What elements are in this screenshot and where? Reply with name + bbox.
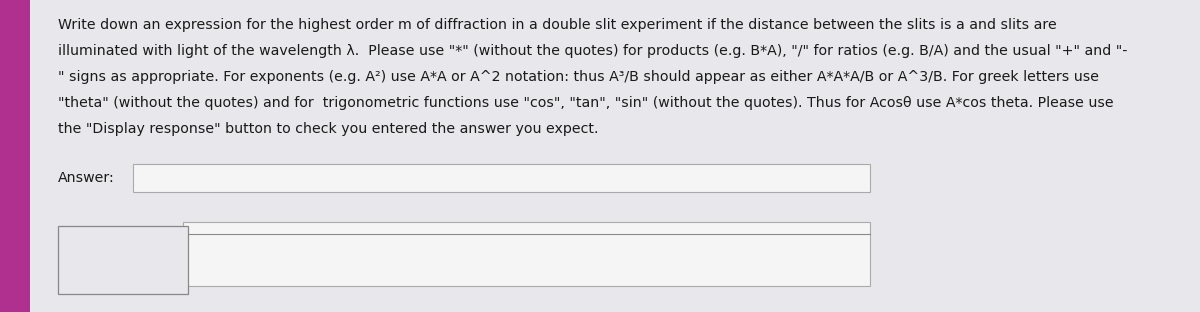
Text: " signs as appropriate. For exponents (e.g. A²) use A*A or A^2 notation: thus A³: " signs as appropriate. For exponents (e…: [58, 70, 1099, 84]
Text: Display response: Display response: [66, 253, 180, 266]
Bar: [182, 222, 870, 286]
Text: Write down an expression for the highest order m of diffraction in a double slit: Write down an expression for the highest…: [58, 18, 1057, 32]
Text: "theta" (without the quotes) and for  trigonometric functions use "cos", "tan", : "theta" (without the quotes) and for tri…: [58, 96, 1114, 110]
Bar: [58, 226, 188, 294]
Text: the "Display response" button to check you entered the answer you expect.: the "Display response" button to check y…: [58, 122, 599, 136]
Bar: [0, 0, 30, 312]
Text: Answer:: Answer:: [58, 171, 115, 185]
Text: illuminated with light of the wavelength λ.  Please use "*" (without the quotes): illuminated with light of the wavelength…: [58, 44, 1128, 58]
Bar: [133, 164, 870, 192]
